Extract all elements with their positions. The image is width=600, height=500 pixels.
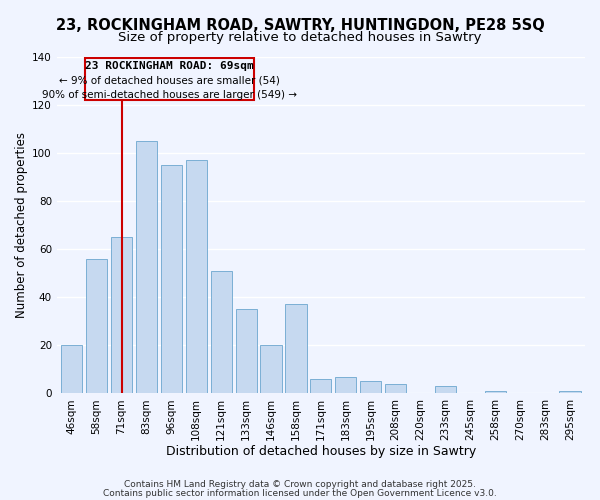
Text: Contains HM Land Registry data © Crown copyright and database right 2025.: Contains HM Land Registry data © Crown c…: [124, 480, 476, 489]
Bar: [211, 270, 232, 394]
FancyBboxPatch shape: [85, 58, 254, 100]
Bar: [435, 386, 456, 394]
Bar: [111, 237, 132, 394]
Text: ← 9% of detached houses are smaller (54): ← 9% of detached houses are smaller (54): [59, 76, 280, 86]
Bar: [136, 140, 157, 394]
Bar: [559, 391, 581, 394]
Text: Contains public sector information licensed under the Open Government Licence v3: Contains public sector information licen…: [103, 488, 497, 498]
Text: Size of property relative to detached houses in Sawtry: Size of property relative to detached ho…: [118, 31, 482, 44]
Bar: [286, 304, 307, 394]
Bar: [236, 309, 257, 394]
Bar: [260, 345, 281, 394]
Bar: [61, 345, 82, 394]
Y-axis label: Number of detached properties: Number of detached properties: [15, 132, 28, 318]
Bar: [161, 165, 182, 394]
Text: 90% of semi-detached houses are larger (549) →: 90% of semi-detached houses are larger (…: [42, 90, 297, 100]
Text: 23, ROCKINGHAM ROAD, SAWTRY, HUNTINGDON, PE28 5SQ: 23, ROCKINGHAM ROAD, SAWTRY, HUNTINGDON,…: [56, 18, 544, 32]
Bar: [86, 258, 107, 394]
Text: 23 ROCKINGHAM ROAD: 69sqm: 23 ROCKINGHAM ROAD: 69sqm: [85, 62, 254, 72]
Bar: [485, 391, 506, 394]
Bar: [385, 384, 406, 394]
Bar: [186, 160, 207, 394]
X-axis label: Distribution of detached houses by size in Sawtry: Distribution of detached houses by size …: [166, 444, 476, 458]
Bar: [335, 376, 356, 394]
Bar: [310, 379, 331, 394]
Bar: [360, 382, 382, 394]
